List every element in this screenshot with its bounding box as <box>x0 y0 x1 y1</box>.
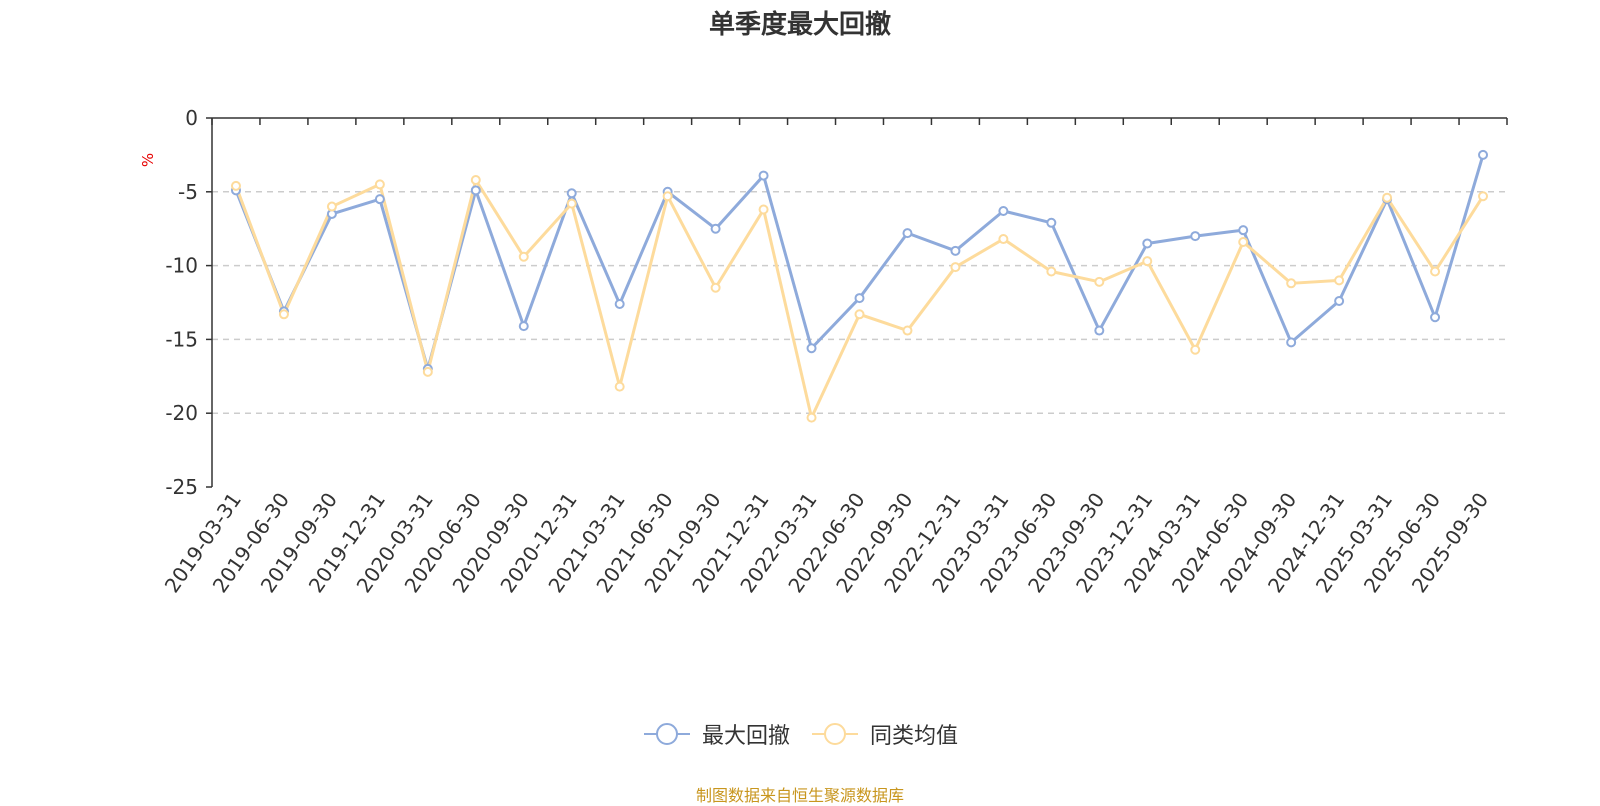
data-point-series-0 <box>566 188 577 199</box>
y-axis-label: % <box>139 153 157 167</box>
data-point-series-0 <box>518 321 529 332</box>
data-point-series-1 <box>518 251 529 262</box>
data-point-series-0 <box>950 245 961 256</box>
data-point-series-1 <box>1478 191 1489 202</box>
data-point-series-1 <box>1430 266 1441 277</box>
data-point-series-0 <box>470 185 481 196</box>
data-point-series-0 <box>1142 238 1153 249</box>
data-point-series-0 <box>758 170 769 181</box>
data-point-series-1 <box>950 262 961 273</box>
data-point-series-1 <box>1286 278 1297 289</box>
data-point-series-0 <box>710 223 721 234</box>
data-point-series-1 <box>566 198 577 209</box>
data-point-series-1 <box>1094 276 1105 287</box>
data-point-series-1 <box>758 204 769 215</box>
y-tick-label: -5 <box>178 180 198 204</box>
data-point-series-1 <box>1190 344 1201 355</box>
data-point-series-0 <box>1190 231 1201 242</box>
data-point-series-1 <box>1238 236 1249 247</box>
data-point-series-1 <box>1142 256 1153 267</box>
data-point-series-1 <box>854 309 865 320</box>
data-point-series-0 <box>1334 296 1345 307</box>
data-point-series-1 <box>470 174 481 185</box>
data-point-series-0 <box>1238 225 1249 236</box>
chart-title: 单季度最大回撤 <box>708 10 891 40</box>
data-point-series-1 <box>326 201 337 212</box>
series-group <box>230 149 1489 423</box>
y-tick-label: 0 <box>185 106 198 130</box>
legend-item-max-drawdown[interactable]: 最大回撤 <box>642 718 790 750</box>
source-note: 制图数据来自恒生聚源数据库 <box>695 786 904 805</box>
data-point-series-1 <box>1334 275 1345 286</box>
legend-label-max-drawdown: 最大回撤 <box>701 724 790 749</box>
data-point-series-0 <box>998 205 1009 216</box>
data-point-series-0 <box>902 228 913 239</box>
series-line-0 <box>234 154 1485 371</box>
data-point-series-1 <box>1382 192 1393 203</box>
data-point-series-0 <box>1286 337 1297 348</box>
x-tick-labels: 2019-03-312019-06-302019-09-302019-12-31… <box>160 488 1493 597</box>
data-point-series-0 <box>1094 325 1105 336</box>
data-point-series-1 <box>1046 266 1057 277</box>
data-point-series-1 <box>998 234 1009 245</box>
data-point-series-0 <box>854 293 865 304</box>
data-point-series-1 <box>710 282 721 293</box>
data-point-series-0 <box>806 343 817 354</box>
data-point-series-0 <box>1046 217 1057 228</box>
data-point-series-0 <box>1430 312 1441 323</box>
data-point-series-0 <box>1478 149 1489 160</box>
y-tick-labels: 0 -5 -10 -15 -20 -25 <box>165 106 198 499</box>
data-point-series-1 <box>230 180 241 191</box>
legend-marker-max-drawdown <box>643 723 690 745</box>
legend: 最大回撤 同类均值 <box>0 718 1600 750</box>
legend-item-category-average[interactable]: 同类均值 <box>810 718 958 750</box>
data-point-series-1 <box>806 412 817 423</box>
legend-marker-category-average <box>812 723 858 745</box>
y-tick-label: -20 <box>165 401 198 425</box>
axes <box>206 117 1508 488</box>
data-point-series-1 <box>422 366 433 377</box>
legend-label-category-average: 同类均值 <box>870 724 959 749</box>
data-point-series-1 <box>374 179 385 190</box>
data-point-series-1 <box>662 191 673 202</box>
y-tick-label: -15 <box>165 327 198 351</box>
data-point-series-1 <box>614 381 625 392</box>
data-point-series-0 <box>614 298 625 309</box>
y-tick-label: -10 <box>165 254 198 278</box>
y-tick-label: -25 <box>165 475 198 499</box>
data-point-series-1 <box>902 325 913 336</box>
data-point-series-1 <box>278 309 289 320</box>
data-point-series-0 <box>374 194 385 205</box>
